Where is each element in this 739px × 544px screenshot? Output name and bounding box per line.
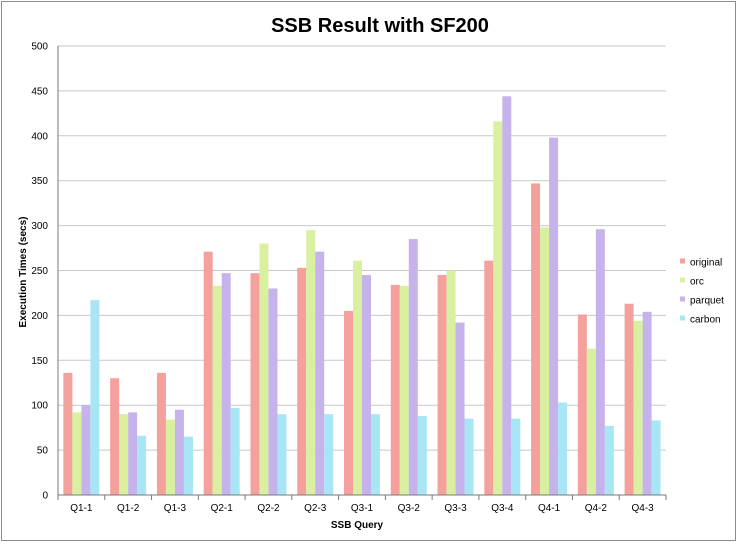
y-tick-label: 400 [31, 131, 48, 142]
legend-label-original: original [690, 258, 722, 269]
legend-swatch-parquet [680, 296, 685, 302]
bar-parquet-q3-1 [362, 274, 371, 495]
bars [63, 96, 661, 496]
x-tick-label: Q1-1 [70, 503, 93, 514]
x-tick-label: Q1-3 [164, 503, 187, 514]
legend: original orc parquet carbon [680, 258, 724, 326]
bar-original-q2-1 [203, 251, 213, 495]
bar-orc-q2-3 [306, 230, 316, 495]
y-tick-label: 150 [31, 356, 48, 367]
bar-original-q3-4 [484, 260, 494, 495]
bar-original-q2-3 [297, 267, 307, 495]
x-tick-label: Q4-1 [538, 503, 561, 514]
x-tick-label: Q3-1 [351, 503, 374, 514]
bar-orc-q4-1 [540, 227, 550, 495]
bar-parquet-q2-1 [221, 273, 231, 495]
bar-carbon-q4-1 [558, 402, 568, 495]
bar-original-q3-3 [437, 274, 447, 495]
bar-original-q1-1 [63, 372, 73, 495]
bar-carbon-q2-3 [324, 414, 334, 495]
bar-carbon-q4-2 [604, 425, 614, 495]
x-tick-label: Q4-3 [631, 503, 654, 514]
bar-carbon-q2-1 [230, 407, 240, 495]
y-tick-label: 300 [31, 221, 48, 232]
y-tick-label: 200 [31, 311, 48, 322]
x-tick-label: Q3-2 [398, 503, 421, 514]
legend-swatch-orc [680, 277, 685, 283]
bar-carbon-q3-4 [511, 418, 521, 495]
legend-label-carbon: carbon [690, 315, 721, 326]
y-tick-labels: 0 50 100 150 200 250 300 350 400 450 500 [31, 42, 48, 502]
bar-orc-q1-2 [119, 414, 129, 495]
x-tick-label: Q4-2 [585, 503, 608, 514]
x-tick-label: Q2-2 [257, 503, 280, 514]
x-tick-label: Q3-3 [444, 503, 467, 514]
bar-original-q4-2 [577, 314, 587, 495]
bar-orc-q3-3 [446, 270, 456, 495]
x-tick-labels: Q1-1 Q1-2 Q1-3 Q2-1 Q2-2 Q2-3 Q3-1 Q3-2 Q3-3 Q3-4… [70, 503, 654, 514]
bar-orc-q2-1 [212, 285, 222, 495]
bar-orc-q3-4 [493, 121, 503, 495]
bar-carbon-q1-2 [137, 435, 147, 495]
bar-original-q4-3 [624, 303, 634, 495]
x-tick-label: Q3-4 [491, 503, 514, 514]
x-tick-label: Q2-3 [304, 503, 327, 514]
bar-orc-q3-2 [399, 285, 409, 495]
bar-original-q3-2 [390, 284, 400, 495]
y-tick-label: 500 [31, 42, 48, 53]
bar-orc-q3-1 [353, 260, 362, 495]
bar-parquet-q1-3 [174, 409, 184, 495]
y-tick-label: 0 [42, 491, 48, 502]
bar-orc-q1-1 [72, 412, 82, 495]
axes [57, 46, 667, 500]
legend-label-orc: orc [690, 277, 704, 288]
bar-carbon-q1-3 [183, 436, 193, 495]
bar-carbon-q3-2 [417, 415, 427, 495]
x-tick-label: Q1-2 [117, 503, 140, 514]
bar-carbon-q4-3 [651, 420, 661, 495]
bar-carbon-q3-1 [371, 414, 380, 495]
bar-parquet-q3-2 [408, 239, 418, 495]
legend-label-parquet: parquet [690, 296, 724, 307]
bar-original-q1-2 [110, 378, 120, 495]
bar-parquet-q3-4 [502, 96, 512, 496]
bar-orc-q4-3 [633, 320, 643, 495]
bar-parquet-q4-1 [549, 137, 559, 495]
bar-original-q3-1 [344, 310, 353, 495]
bar-original-q4-1 [531, 183, 541, 496]
y-axis-label: Execution Times (secs) [18, 217, 29, 328]
bar-parquet-q2-2 [268, 288, 278, 495]
bar-carbon-q2-2 [277, 414, 287, 495]
chart-title: SSB Result with SF200 [271, 15, 489, 37]
y-tick-label: 350 [31, 176, 48, 187]
bar-orc-q1-3 [165, 419, 175, 495]
y-tick-label: 450 [31, 86, 48, 97]
bar-orc-q4-2 [586, 348, 596, 495]
bar-parquet-q1-2 [128, 412, 138, 495]
bar-parquet-q1-1 [81, 405, 91, 495]
legend-swatch-original [680, 258, 685, 264]
bar-parquet-q4-2 [595, 229, 605, 495]
bar-parquet-q4-3 [642, 311, 652, 495]
bar-original-q1-3 [156, 372, 166, 495]
bar-parquet-q2-3 [315, 251, 325, 495]
y-tick-label: 100 [31, 401, 48, 412]
x-tick-label: Q2-1 [211, 503, 234, 514]
bar-original-q2-2 [250, 273, 260, 495]
y-tick-label: 250 [31, 266, 48, 277]
bar-carbon-q1-1 [90, 300, 100, 495]
bar-carbon-q3-3 [464, 418, 474, 495]
x-axis-label: SSB Query [331, 520, 384, 531]
y-tick-label: 50 [37, 446, 49, 457]
bar-parquet-q3-3 [455, 322, 465, 495]
legend-swatch-carbon [680, 315, 685, 321]
bar-orc-q2-2 [259, 243, 269, 495]
